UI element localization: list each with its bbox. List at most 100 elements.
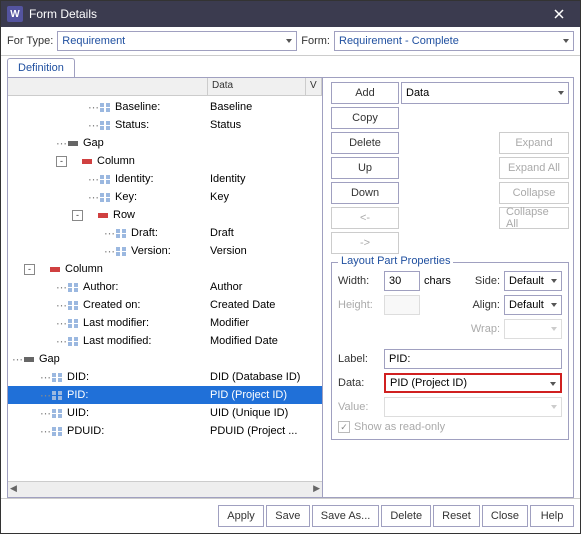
tree-label: Identity: — [115, 173, 154, 185]
group-legend: Layout Part Properties — [338, 255, 453, 267]
tree-row[interactable]: ⋯Identity:Identity — [8, 170, 322, 188]
value-label: Value: — [338, 401, 380, 413]
tree-row[interactable]: ⋯Status:Status — [8, 116, 322, 134]
tree-label: Author: — [83, 281, 118, 293]
tree-row[interactable]: ⋯PDUID:PDUID (Project ... — [8, 422, 322, 440]
col-data[interactable]: Data — [208, 78, 306, 95]
collapse-all-button[interactable]: Collapse All — [499, 207, 569, 229]
tree-label: Draft: — [131, 227, 158, 239]
help-button[interactable]: Help — [530, 505, 574, 527]
add-button[interactable]: Add — [331, 82, 399, 104]
tree-toggle[interactable]: - — [56, 156, 67, 167]
tree-data: Author — [208, 281, 322, 293]
grid-icon — [98, 120, 112, 131]
width-input[interactable]: 30 — [384, 271, 420, 291]
tree-data: Version — [208, 245, 322, 257]
bar-icon — [22, 354, 36, 365]
tree-toggle[interactable]: - — [72, 210, 83, 221]
close-button[interactable] — [544, 1, 574, 27]
align-combo[interactable]: Default — [504, 295, 562, 315]
bottom-delete-button[interactable]: Delete — [381, 505, 431, 527]
copy-button[interactable]: Copy — [331, 107, 399, 129]
expand-all-button[interactable]: Expand All — [499, 157, 569, 179]
tree-toggle[interactable]: - — [24, 264, 35, 275]
readonly-label: Show as read-only — [354, 421, 445, 433]
form-combo[interactable]: Requirement - Complete — [334, 31, 574, 51]
tree-label: Gap — [83, 137, 104, 149]
tree-data: Modified Date — [208, 335, 322, 347]
tree-row[interactable]: ⋯Created on:Created Date — [8, 296, 322, 314]
close-dialog-button[interactable]: Close — [482, 505, 528, 527]
tree-row[interactable]: ⋯Author:Author — [8, 278, 322, 296]
top-selectors: For Type: Requirement Form: Requirement … — [1, 27, 580, 56]
tree-data: Created Date — [208, 299, 322, 311]
col-blank[interactable] — [8, 78, 208, 95]
tree-row[interactable]: ⋯Last modifier:Modifier — [8, 314, 322, 332]
width-label: Width: — [338, 275, 380, 287]
bar-icon — [66, 138, 80, 149]
tree-label: Key: — [115, 191, 137, 203]
for-type-combo[interactable]: Requirement — [57, 31, 297, 51]
tree-label: PID: — [67, 389, 88, 401]
down-button[interactable]: Down — [331, 182, 399, 204]
label-input[interactable]: PID: — [384, 349, 562, 369]
tree-label: Created on: — [83, 299, 140, 311]
window-title: Form Details — [29, 7, 544, 21]
redbar-icon — [80, 156, 94, 167]
titlebar: W Form Details — [1, 1, 580, 27]
tree-data: Modifier — [208, 317, 322, 329]
tree-row[interactable]: ⋯Gap — [8, 350, 322, 368]
button-bar: Apply Save Save As... Delete Reset Close… — [1, 498, 580, 533]
tree-label: DID: — [67, 371, 89, 383]
tree-data: Identity — [208, 173, 322, 185]
readonly-check: ✓ Show as read-only — [338, 421, 562, 433]
reset-button[interactable]: Reset — [433, 505, 480, 527]
tree-label: Column — [65, 263, 103, 275]
grid-icon — [66, 282, 80, 293]
grid-icon — [98, 102, 112, 113]
tree-row[interactable]: ⋯DID:DID (Database ID) — [8, 368, 322, 386]
side-combo[interactable]: Default — [504, 271, 562, 291]
tree-row[interactable]: - Column — [8, 260, 322, 278]
tree-label: PDUID: — [67, 425, 104, 437]
tree[interactable]: ⋯Baseline:Baseline⋯Status:Status⋯Gap-Col… — [8, 96, 322, 481]
tab-definition[interactable]: Definition — [7, 58, 75, 77]
tree-data: Key — [208, 191, 322, 203]
layout-properties-group: Layout Part Properties Width: 30 chars S… — [331, 262, 569, 440]
tree-row[interactable]: ⋯Draft:Draft — [8, 224, 322, 242]
up-button[interactable]: Up — [331, 157, 399, 179]
delete-button[interactable]: Delete — [331, 132, 399, 154]
tree-row[interactable]: ⋯Version:Version — [8, 242, 322, 260]
grid-icon — [66, 336, 80, 347]
tree-row[interactable]: ⋯Last modified:Modified Date — [8, 332, 322, 350]
grid-icon — [98, 174, 112, 185]
grid-icon — [50, 390, 64, 401]
content: Data V ⋯Baseline:Baseline⋯Status:Status⋯… — [7, 77, 574, 498]
tree-row[interactable]: - Column — [8, 152, 322, 170]
tree-label: Column — [97, 155, 135, 167]
expand-button[interactable]: Expand — [499, 132, 569, 154]
save-as-button[interactable]: Save As... — [312, 505, 380, 527]
apply-button[interactable]: Apply — [218, 505, 264, 527]
right-button[interactable]: -> — [331, 232, 399, 254]
collapse-button[interactable]: Collapse — [499, 182, 569, 204]
tree-row[interactable]: - Row — [8, 206, 322, 224]
tree-row[interactable]: ⋯PID:PID (Project ID) — [8, 386, 322, 404]
data-combo[interactable]: PID (Project ID) — [384, 373, 562, 393]
tree-row[interactable]: ⋯Key:Key — [8, 188, 322, 206]
tree-row[interactable]: ⋯Baseline:Baseline — [8, 98, 322, 116]
save-button[interactable]: Save — [266, 505, 310, 527]
col-v[interactable]: V — [306, 78, 322, 95]
tree-row[interactable]: ⋯UID:UID (Unique ID) — [8, 404, 322, 422]
tree-row[interactable]: ⋯Gap — [8, 134, 322, 152]
left-button[interactable]: <- — [331, 207, 399, 229]
app-icon: W — [7, 6, 23, 22]
add-type-combo[interactable]: Data — [401, 82, 569, 104]
tree-label: Row — [113, 209, 135, 221]
tree-label: Last modified: — [83, 335, 151, 347]
grid-icon — [66, 300, 80, 311]
tree-panel: Data V ⋯Baseline:Baseline⋯Status:Status⋯… — [7, 78, 323, 498]
data-label: Data: — [338, 377, 380, 389]
tree-data: UID (Unique ID) — [208, 407, 322, 419]
horizontal-scrollbar[interactable] — [8, 481, 322, 497]
